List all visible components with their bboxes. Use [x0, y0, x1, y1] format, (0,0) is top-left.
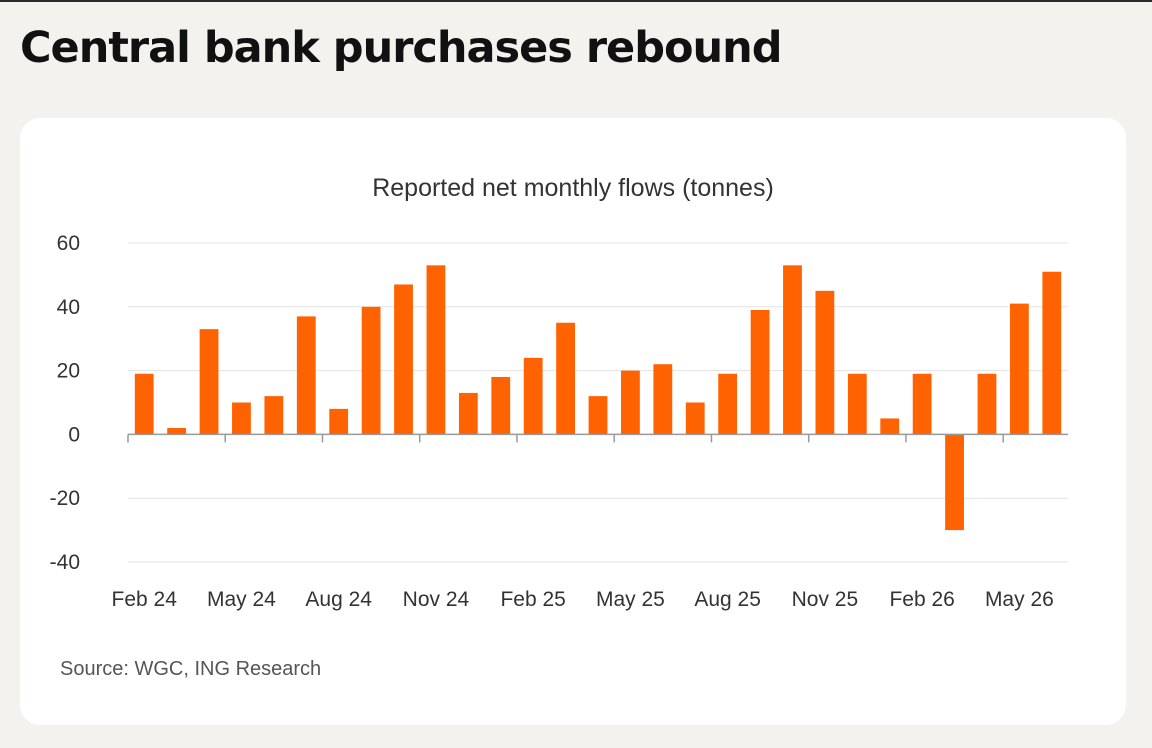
bars [134, 265, 1062, 531]
bar [167, 428, 187, 435]
bar [523, 357, 543, 435]
bar [621, 370, 640, 435]
bar [880, 418, 900, 435]
x-tick-label: Feb 25 [500, 588, 565, 611]
bar [847, 373, 867, 435]
x-tick-label: Nov 25 [792, 588, 859, 611]
y-tick-label: -40 [50, 551, 80, 574]
bar [1009, 303, 1029, 435]
y-tick-label: 20 [57, 360, 80, 383]
bar [685, 402, 705, 435]
gridlines [128, 242, 1068, 563]
y-tick-labels: 60 40 20 0 -20 -40 [50, 232, 80, 574]
bar [783, 265, 802, 435]
bar [296, 316, 316, 435]
source-note: Source: WGC, ING Research [60, 658, 322, 680]
bar [653, 364, 673, 435]
bar [426, 265, 446, 435]
bar [588, 396, 608, 435]
bar [912, 373, 932, 435]
axes [127, 433, 1068, 443]
bar [750, 309, 770, 435]
bar [199, 329, 219, 435]
x-tick-label: Aug 25 [694, 588, 761, 611]
y-tick-label: -20 [50, 487, 80, 510]
y-tick-label: 60 [57, 232, 80, 255]
bar [329, 408, 349, 435]
bar [718, 373, 738, 435]
bar [264, 396, 284, 435]
bar [945, 434, 964, 531]
x-tick-label: May 26 [985, 588, 1054, 611]
bar [815, 290, 835, 435]
bar [1042, 271, 1062, 435]
bar-chart: Reported net monthly flows (tonnes) 60 40… [50, 174, 1068, 611]
bar [458, 392, 478, 435]
bar [232, 402, 251, 435]
top-rule [0, 0, 1152, 2]
x-tick-label: Feb 24 [112, 588, 178, 611]
bar [491, 376, 511, 435]
x-tick-label: May 25 [596, 588, 665, 611]
y-tick-label: 0 [68, 423, 80, 446]
x-tick-label: Nov 24 [403, 588, 470, 611]
chart-title: Reported net monthly flows (tonnes) [372, 174, 774, 202]
headline: Central bank purchases rebound [20, 23, 783, 73]
chart-card: Reported net monthly flows (tonnes) 60 40… [20, 118, 1126, 725]
x-tick-label: May 24 [207, 588, 276, 611]
bar [134, 373, 154, 435]
y-tick-label: 40 [57, 296, 80, 319]
bar [977, 373, 997, 435]
bar [556, 322, 575, 435]
x-tick-label: Feb 26 [889, 588, 954, 611]
x-tick-label: Aug 24 [305, 588, 372, 611]
bar [361, 306, 381, 435]
x-tick-labels: Feb 24 May 24 Aug 24 Nov 24 Feb 25 May 25 Aug … [112, 588, 1054, 611]
bar [394, 284, 413, 435]
